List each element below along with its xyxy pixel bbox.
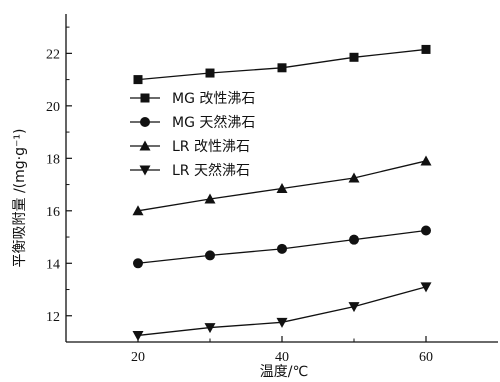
series-4	[132, 282, 432, 341]
legend-marker	[140, 117, 150, 127]
legend-item: MG 改性沸石	[130, 91, 255, 107]
legend-item: LR 天然沸石	[130, 162, 250, 179]
data-point	[205, 68, 215, 78]
series-3	[132, 155, 432, 216]
x-tick-label: 60	[419, 350, 433, 365]
series-2	[133, 225, 431, 269]
data-point	[421, 225, 431, 236]
data-point	[204, 323, 216, 334]
axes: 12 14 16 18 20 22 20 40 60	[46, 14, 498, 365]
legend-label: LR 天然沸石	[172, 162, 250, 179]
series-line	[137, 286, 427, 337]
legend-item: MG 天然沸石	[130, 114, 255, 131]
data-point	[276, 317, 288, 328]
data-point	[277, 63, 287, 73]
data-point	[132, 330, 144, 341]
data-point	[204, 193, 216, 204]
data-point	[348, 172, 360, 183]
legend-label: LR 改性沸石	[172, 139, 250, 155]
series-1	[133, 44, 431, 85]
plot-area	[132, 44, 432, 341]
legend-label: MG 天然沸石	[172, 114, 255, 131]
data-point	[349, 234, 359, 245]
y-axis-title: 平衡吸附量 /(mg·g⁻¹)	[12, 129, 28, 268]
y-tick-label: 16	[46, 205, 60, 220]
x-axis-title: 温度/℃	[260, 364, 308, 380]
data-point	[349, 52, 359, 62]
data-point	[205, 250, 215, 261]
y-tick-label: 20	[46, 100, 60, 115]
x-tick-label: 40	[275, 350, 289, 365]
legend-marker	[140, 93, 150, 103]
legend-label: MG 改性沸石	[172, 91, 255, 107]
y-tick-label: 18	[46, 152, 60, 167]
data-point	[348, 302, 360, 313]
data-point	[277, 243, 287, 254]
legend-marker	[139, 165, 151, 176]
legend: MG 改性沸石 MG 天然沸石 LR 改性沸石 LR 天然沸石	[130, 91, 255, 179]
data-point	[276, 182, 288, 193]
y-tick-label: 14	[46, 257, 60, 272]
data-point	[132, 205, 144, 216]
data-point	[421, 44, 431, 54]
legend-item: LR 改性沸石	[130, 139, 250, 155]
data-point	[420, 155, 432, 166]
data-point	[133, 75, 143, 85]
data-point	[133, 258, 143, 269]
y-tick-label: 12	[46, 310, 60, 325]
legend-marker	[139, 140, 151, 151]
x-tick-label: 20	[131, 350, 145, 365]
data-point	[420, 282, 432, 293]
y-tick-label: 22	[46, 47, 60, 62]
